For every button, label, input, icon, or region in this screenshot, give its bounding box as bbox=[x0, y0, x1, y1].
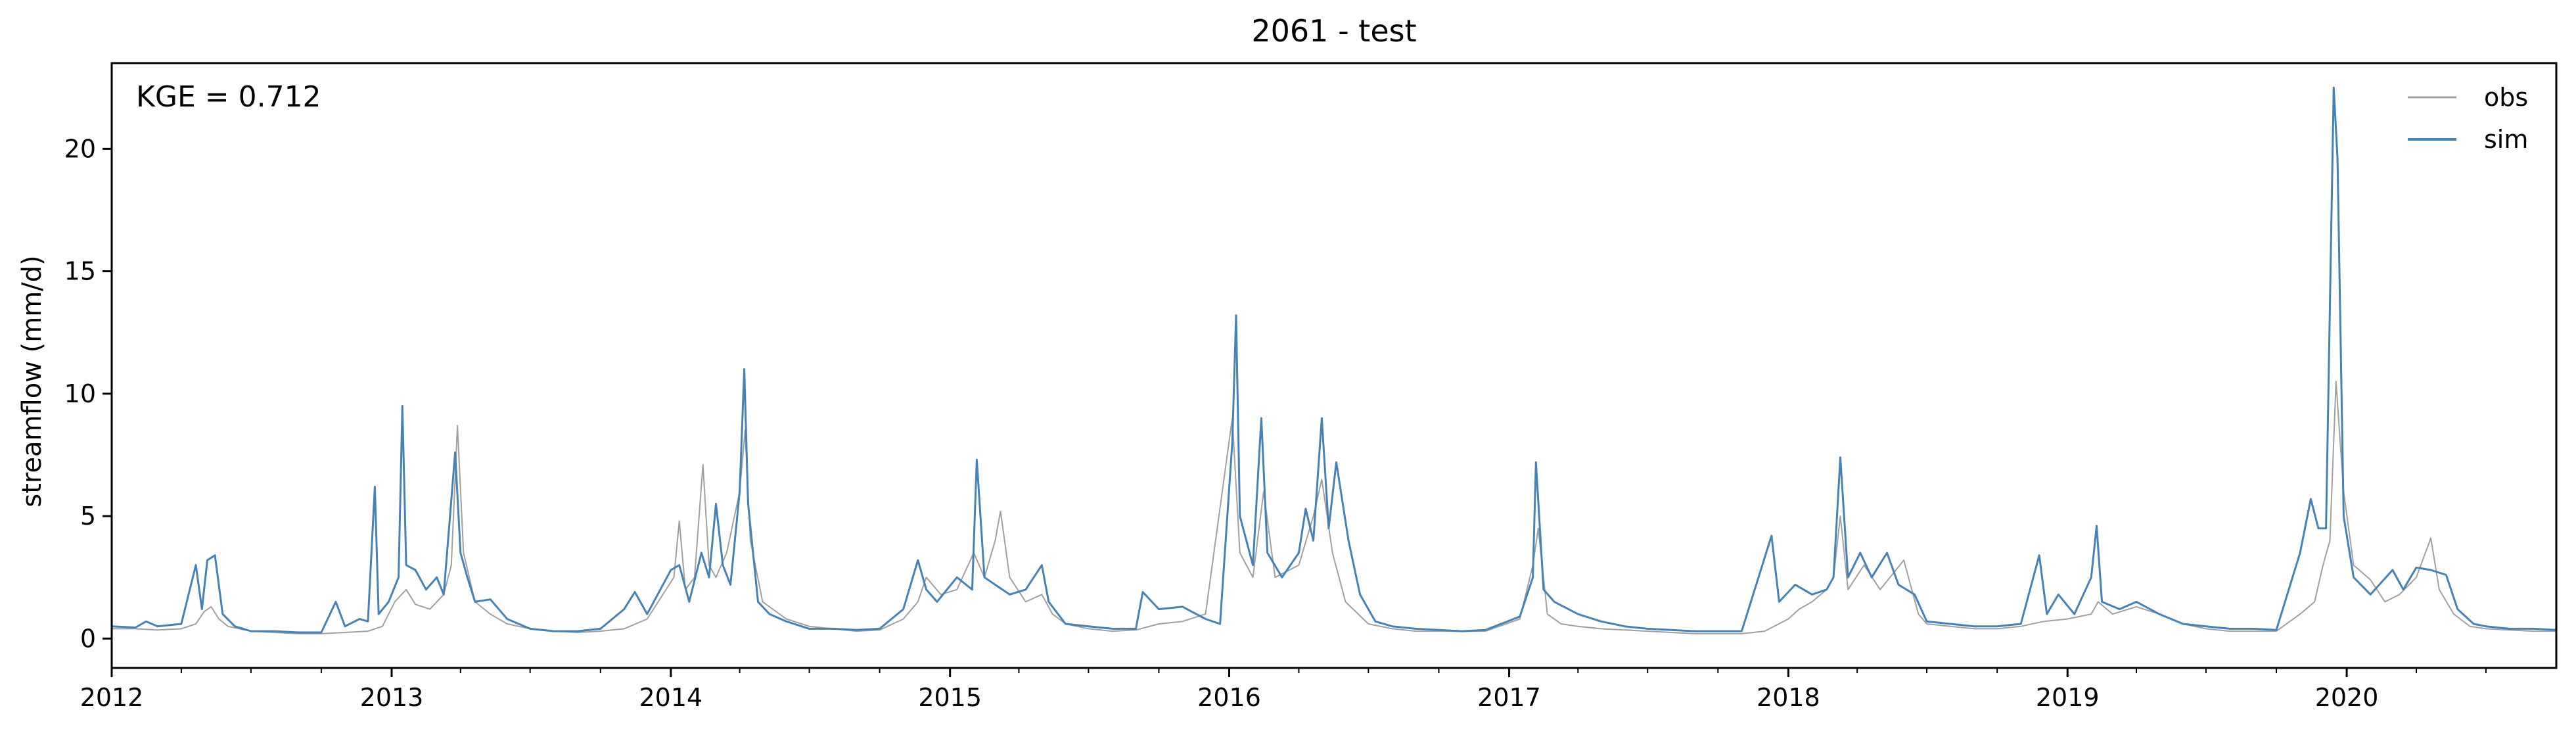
kge-annotation: KGE = 0.712 bbox=[136, 80, 321, 114]
x-axis: 2012 2013 2014 2015 2016 2017 2018 2019 2020 bbox=[80, 668, 2487, 712]
x-tick-label-2013: 2013 bbox=[360, 683, 424, 712]
y-axis: 0 5 10 15 20 bbox=[64, 134, 112, 653]
plot-area bbox=[110, 62, 2558, 669]
x-tick-label-2015: 2015 bbox=[918, 683, 982, 712]
y-tick-label-15: 15 bbox=[64, 257, 96, 286]
y-tick-label-20: 20 bbox=[64, 134, 96, 163]
legend-label-obs: obs bbox=[2484, 83, 2528, 112]
chart-title: 2061 - test bbox=[1251, 13, 1416, 49]
plot-frame bbox=[110, 62, 2558, 669]
x-tick-label-2017: 2017 bbox=[1477, 683, 1541, 712]
x-tick-label-2012: 2012 bbox=[80, 683, 144, 712]
legend-label-sim: sim bbox=[2484, 125, 2528, 154]
series-layer bbox=[112, 86, 2556, 634]
y-tick-label-10: 10 bbox=[64, 379, 96, 408]
series-line-sim bbox=[112, 86, 2556, 634]
y-tick-label-0: 0 bbox=[80, 624, 96, 653]
x-tick-label-2019: 2019 bbox=[2036, 683, 2100, 712]
series-line-obs bbox=[112, 381, 2556, 634]
x-tick-label-2014: 2014 bbox=[639, 683, 702, 712]
x-tick-label-2018: 2018 bbox=[1757, 683, 1820, 712]
y-tick-label-5: 5 bbox=[80, 502, 96, 531]
y-axis-label: streamflow (mm/d) bbox=[17, 255, 47, 507]
legend: obs sim bbox=[2408, 83, 2528, 154]
x-tick-label-2016: 2016 bbox=[1197, 683, 1261, 712]
x-tick-label-2020: 2020 bbox=[2315, 683, 2379, 712]
